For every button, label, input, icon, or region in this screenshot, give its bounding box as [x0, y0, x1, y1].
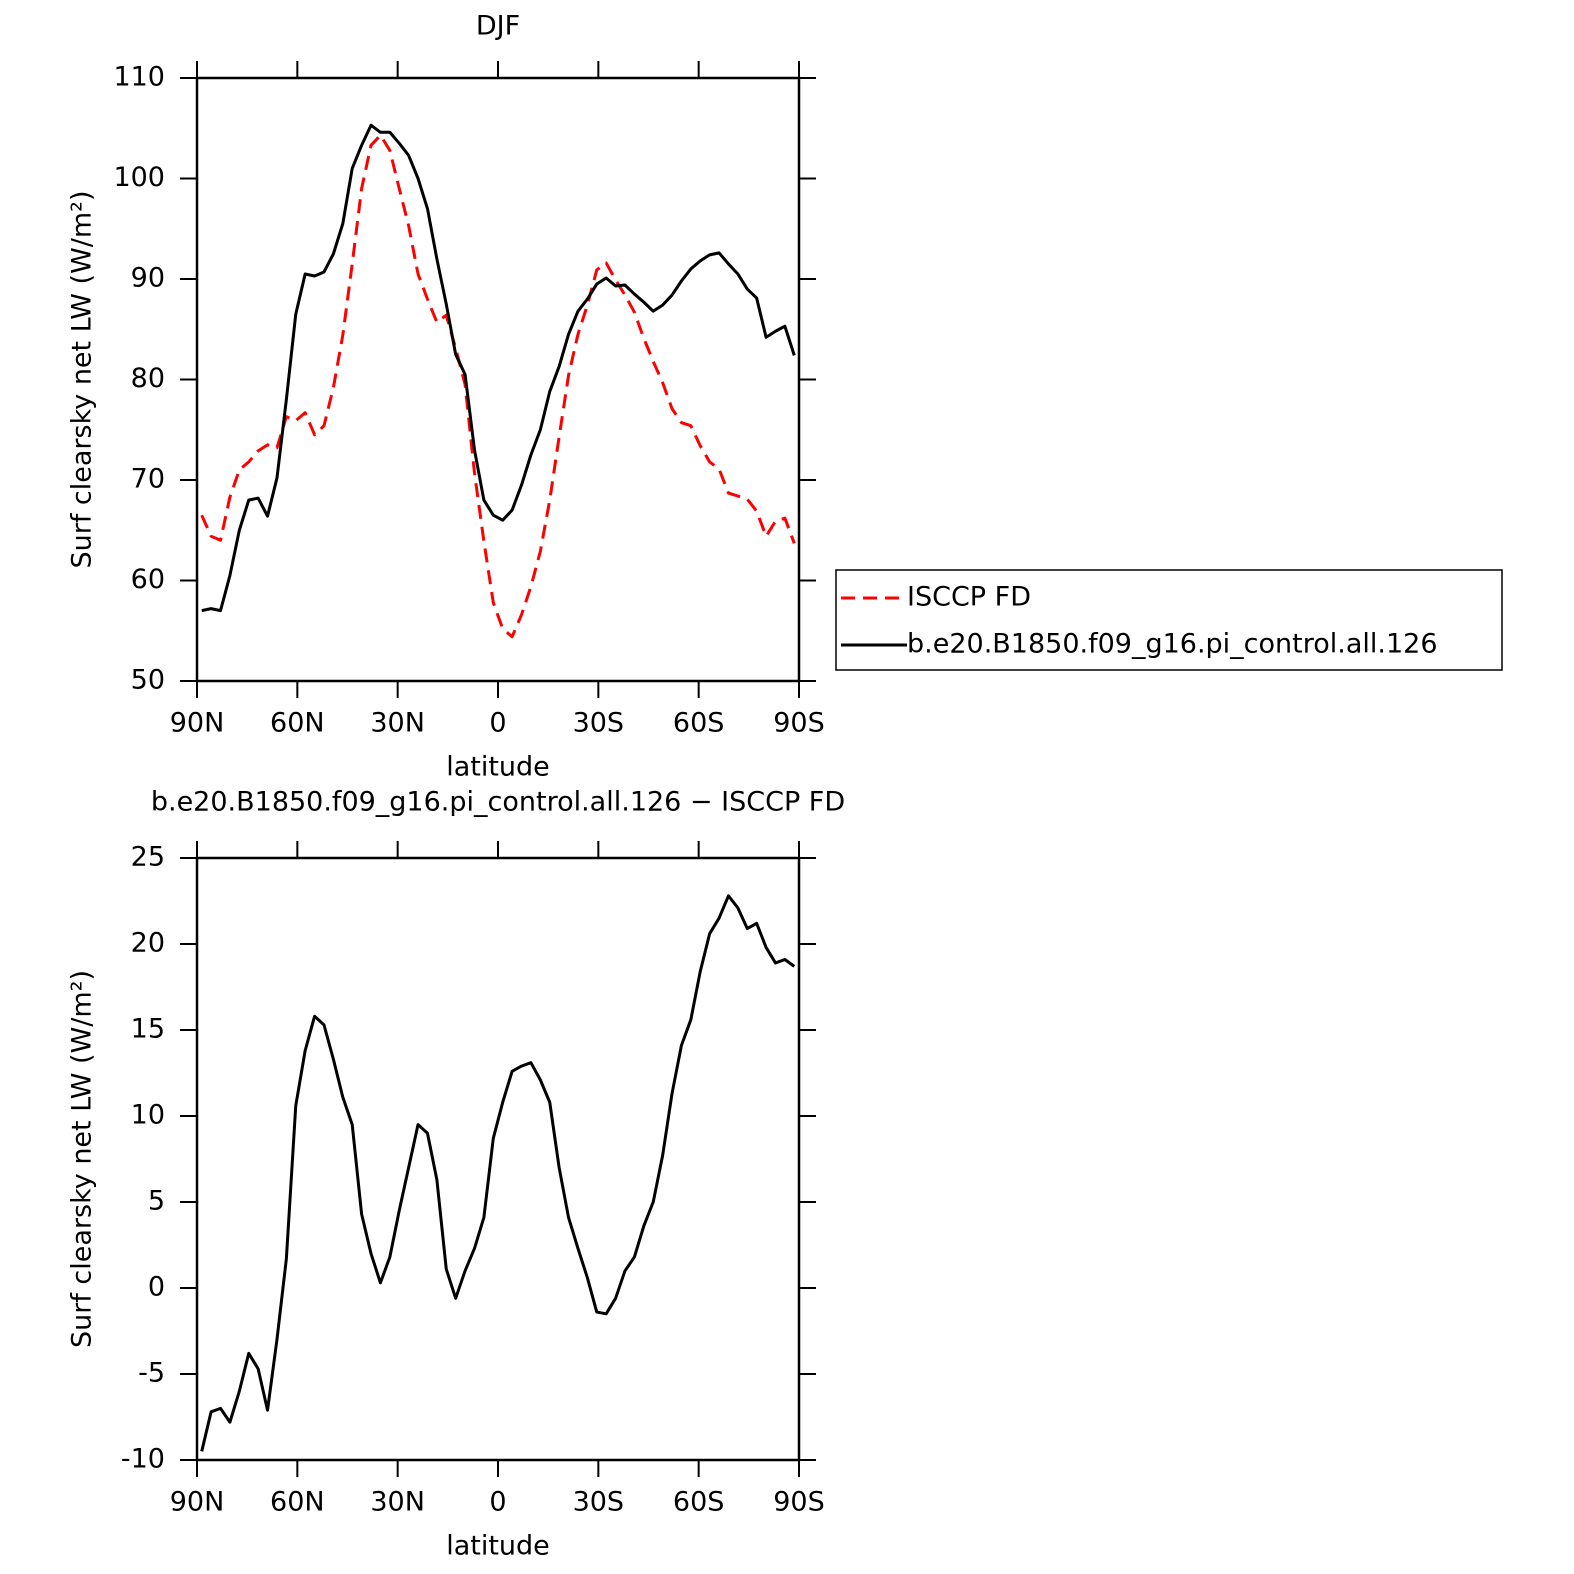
y-tick-label: 15 [131, 1014, 165, 1045]
data-line [200, 894, 796, 1452]
y-tick-label: 10 [131, 1100, 165, 1131]
chart-title: b.e20.B1850.f09_g16.pi_control.all.126 −… [151, 787, 845, 818]
x-tick-label: 30S [573, 708, 625, 739]
x-tick-label: 90N [170, 1487, 225, 1518]
y-axis-label: Surf clearsky net LW (W/m²) [67, 190, 98, 568]
y-tick-label: 0 [148, 1272, 165, 1303]
x-tick-label: 90S [773, 1487, 825, 1518]
y-tick-label: 20 [131, 928, 165, 959]
x-tick-label: 90S [773, 708, 825, 739]
x-tick-label: 0 [489, 708, 506, 739]
y-tick-label: 60 [131, 564, 165, 595]
x-tick-label: 30N [370, 708, 425, 739]
x-tick-label: 60N [270, 1487, 325, 1518]
legend-label: b.e20.B1850.f09_g16.pi_control.all.126 [907, 629, 1438, 660]
plot-frame [195, 856, 801, 1462]
y-tick-label: 25 [131, 842, 165, 873]
legend-box [835, 569, 1503, 671]
y-tick-label: -5 [138, 1358, 165, 1389]
x-axis-label: latitude [446, 752, 550, 783]
y-axis-label: Surf clearsky net LW (W/m²) [67, 970, 98, 1348]
plot-frame [195, 76, 801, 683]
x-axis-label: latitude [446, 1531, 550, 1562]
y-tick-label: 70 [131, 464, 165, 495]
legend-label: ISCCP FD [907, 582, 1031, 613]
y-tick-label: 100 [113, 162, 165, 193]
chart-title: DJF [476, 11, 520, 42]
x-tick-label: 60S [673, 1487, 725, 1518]
x-tick-label: 60S [673, 708, 725, 739]
x-tick-label: 60N [270, 708, 325, 739]
data-line [200, 133, 796, 639]
y-tick-label: 5 [148, 1186, 165, 1217]
y-tick-label: 50 [131, 665, 165, 696]
x-tick-label: 30N [370, 1487, 425, 1518]
x-tick-label: 30S [573, 1487, 625, 1518]
y-tick-label: -10 [121, 1444, 165, 1475]
y-tick-label: 110 [113, 62, 165, 93]
x-tick-label: 0 [489, 1487, 506, 1518]
y-tick-label: 90 [131, 263, 165, 294]
x-tick-label: 90N [170, 708, 225, 739]
y-tick-label: 80 [131, 363, 165, 394]
data-line [201, 123, 796, 613]
